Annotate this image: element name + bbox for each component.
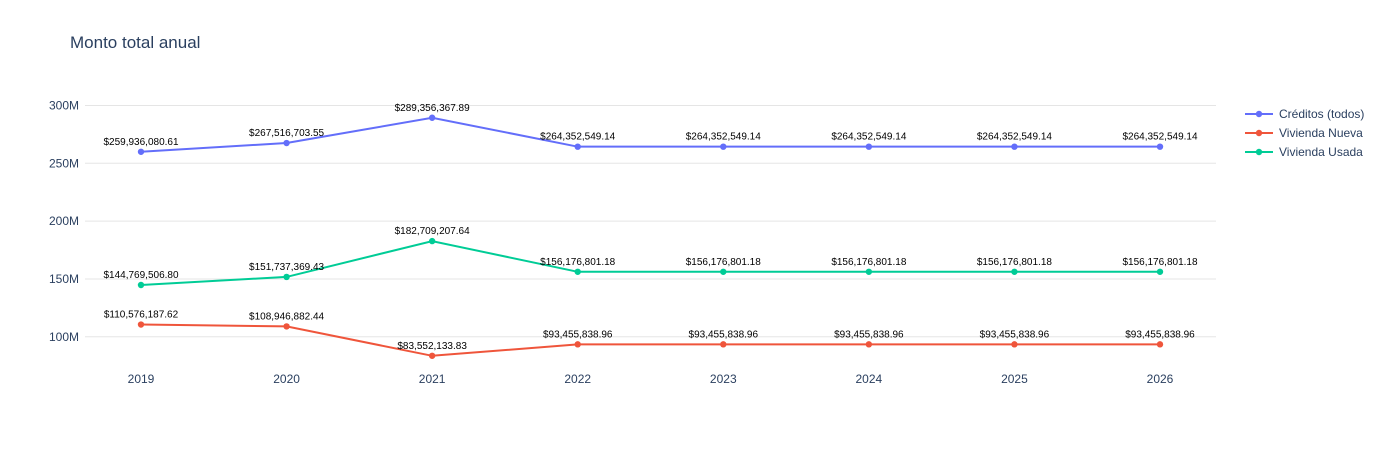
- x-axis: 2019 2020 2021 2022 2023 2024 2025 2026: [128, 372, 1174, 386]
- data-point: [283, 139, 290, 147]
- data-point: [574, 341, 581, 348]
- data-point: [720, 341, 727, 348]
- series-line: [140, 116, 1160, 153]
- data-labels: $259,936,080.61 $267,516,703.55 $289,356,3…: [103, 103, 1198, 352]
- data-point: [137, 148, 145, 155]
- legend-label: Vivienda Nueva: [1279, 126, 1363, 140]
- data-point: [283, 323, 290, 330]
- data-label: $156,176,801.18: [977, 257, 1053, 268]
- data-point: [865, 268, 873, 275]
- data-label: $264,352,549.14: [831, 132, 907, 143]
- gridlines: [85, 104, 1216, 338]
- y-axis: 100M 150M 200M 250M 300M: [49, 98, 79, 343]
- data-point: [137, 321, 145, 328]
- y-tick-label: 150M: [49, 272, 79, 286]
- legend-label: Vivienda Usada: [1279, 145, 1363, 159]
- series-line: [140, 323, 1160, 357]
- legend-marker: [1255, 129, 1263, 137]
- data-label: $156,176,801.18: [540, 257, 616, 268]
- data-label: $108,946,882.44: [249, 311, 325, 322]
- data-label: $93,455,838.96: [1125, 329, 1195, 340]
- data-label: $156,176,801.18: [686, 257, 762, 268]
- x-tick-label: 2019: [128, 372, 155, 386]
- data-point: [1156, 143, 1164, 150]
- data-label: $182,709,207.64: [395, 226, 471, 237]
- y-tick-label: 250M: [49, 156, 79, 170]
- data-point: [428, 114, 436, 121]
- data-label: $264,352,549.14: [686, 132, 762, 143]
- legend-label: Créditos (todos): [1279, 107, 1364, 121]
- data-label: $93,455,838.96: [980, 329, 1050, 340]
- data-label: $289,356,367.89: [395, 103, 471, 114]
- data-point: [1011, 268, 1018, 275]
- data-label: $151,737,369.43: [249, 262, 325, 273]
- data-label: $93,455,838.96: [543, 329, 613, 340]
- data-label: $93,455,838.96: [689, 329, 759, 340]
- data-label: $110,576,187.62: [104, 310, 179, 321]
- data-label: $267,516,703.55: [249, 128, 325, 139]
- data-point: [865, 341, 873, 348]
- series-line: [140, 240, 1160, 286]
- legend-item[interactable]: Créditos (todos): [1245, 107, 1364, 121]
- x-tick-label: 2020: [273, 372, 300, 386]
- data-label: $264,352,549.14: [540, 132, 616, 143]
- data-label: $264,352,549.14: [1122, 132, 1198, 143]
- data-point: [1011, 143, 1018, 150]
- data-point: [574, 143, 581, 150]
- data-label: $144,769,506.80: [103, 270, 179, 281]
- legend-item[interactable]: Vivienda Nueva: [1245, 126, 1363, 140]
- data-label: $83,552,133.83: [397, 341, 467, 352]
- data-point: [1156, 268, 1164, 275]
- data-point: [283, 273, 290, 281]
- data-point: [428, 352, 436, 359]
- data-point: [1156, 341, 1164, 348]
- x-tick-label: 2025: [1001, 372, 1028, 386]
- data-point: [865, 143, 873, 150]
- data-point: [137, 281, 145, 289]
- chart-title: Monto total anual: [70, 33, 201, 52]
- legend[interactable]: Créditos (todos) Vivienda Nueva Vivienda U…: [1245, 107, 1364, 159]
- data-point: [1011, 341, 1018, 348]
- data-point: [720, 268, 727, 275]
- data-label: $156,176,801.18: [831, 257, 907, 268]
- data-point: [428, 237, 436, 245]
- x-tick-label: 2026: [1147, 372, 1174, 386]
- x-tick-label: 2022: [564, 372, 591, 386]
- legend-marker: [1255, 148, 1263, 156]
- x-tick-label: 2023: [710, 372, 737, 386]
- legend-item[interactable]: Vivienda Usada: [1245, 145, 1363, 159]
- data-label: $156,176,801.18: [1122, 257, 1198, 268]
- data-label: $264,352,549.14: [977, 132, 1053, 143]
- y-tick-label: 100M: [49, 330, 79, 344]
- data-label: $93,455,838.96: [834, 329, 904, 340]
- y-tick-label: 200M: [49, 214, 79, 228]
- legend-marker: [1255, 110, 1263, 118]
- x-tick-label: 2024: [856, 372, 883, 386]
- y-tick-label: 300M: [49, 98, 79, 112]
- data-point: [574, 268, 581, 275]
- data-label: $259,936,080.61: [103, 137, 179, 148]
- x-tick-label: 2021: [419, 372, 446, 386]
- data-point: [720, 143, 727, 150]
- series-layer: [137, 114, 1164, 359]
